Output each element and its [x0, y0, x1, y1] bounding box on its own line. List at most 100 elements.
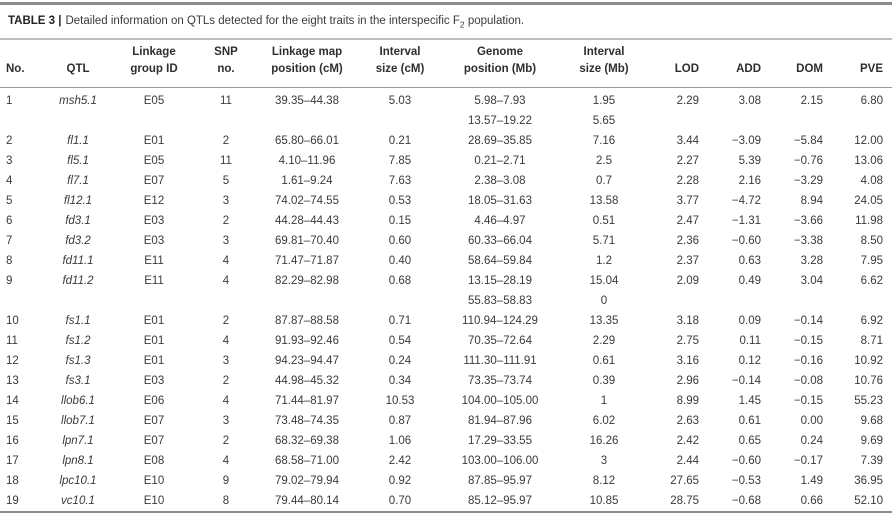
cell-dom	[766, 291, 828, 311]
cell-lod: 28.75	[670, 495, 699, 507]
cell-icm	[352, 291, 448, 311]
table-row: 2 fl1.1 E01 2 65.80–66.01 0.21 28.69–35.85 7.16…	[0, 131, 892, 151]
table-row: 16 lpn7.1 E07 2 68.32–69.38 1.06 17.29–33.55 16…	[0, 431, 892, 451]
cell-add: 0.61	[738, 415, 761, 427]
cell-qtl: fs1.2	[65, 335, 91, 347]
cell-qtl: fl5.1	[67, 155, 89, 167]
col-header-snp-no: SNP no.	[190, 40, 262, 88]
cell-add: 0.11	[739, 335, 761, 347]
cell-icm: 5.03	[388, 95, 412, 107]
cell-add: −0.68	[731, 495, 761, 507]
cell-map: 94.23–94.47	[275, 355, 339, 367]
cell-icm: 0.40	[388, 255, 412, 267]
cell-snp: 2	[222, 135, 230, 147]
cell-no: 15	[6, 415, 19, 427]
table-row: 13 fs3.1 E03 2 44.98–45.32 0.34 73.35–73.74 0.3…	[0, 371, 892, 391]
cell-lod: 2.29	[676, 95, 699, 107]
cell-icm: 0.34	[388, 375, 412, 387]
cell-dom: 0.66	[800, 495, 823, 507]
cell-qtl: lpn7.1	[62, 435, 94, 447]
cell-map: 79.02–79.94	[275, 475, 339, 487]
cell-qtl: fd3.1	[65, 215, 91, 227]
cell-add: −0.60	[731, 235, 761, 247]
cell-pve: 7.95	[860, 255, 883, 267]
cell-no: 19	[6, 495, 19, 507]
cell-pve: 55.23	[854, 395, 883, 407]
cell-imb: 0	[600, 295, 608, 307]
cell-no	[0, 111, 38, 131]
cell-icm: 7.85	[388, 155, 412, 167]
cell-imb: 5.65	[592, 115, 616, 127]
cell-no: 2	[6, 135, 13, 147]
cell-imb: 2.5	[596, 155, 612, 167]
col-header-qtl: QTL	[38, 40, 118, 88]
cell-snp: 4	[222, 255, 230, 267]
col-header-no: No.	[0, 40, 38, 88]
cell-snp: 3	[222, 235, 230, 247]
cell-qtl: fs3.1	[65, 375, 91, 387]
cell-qtl: msh5.1	[59, 95, 97, 107]
col-header-linkage-group: Linkage group ID	[118, 40, 190, 88]
table-row: 9 fd11.2 E11 4 82.29–82.98 0.68 13.15–28.19 15.…	[0, 271, 892, 291]
cell-imb: 16.26	[589, 435, 619, 447]
cell-gen: 70.35–72.64	[468, 335, 532, 347]
cell-lod	[656, 291, 704, 311]
cell-map: 71.47–71.87	[275, 255, 339, 267]
cell-dom: 1.49	[800, 475, 823, 487]
cell-pve: 4.08	[860, 175, 883, 187]
cell-map: 4.10–11.96	[278, 155, 336, 167]
cell-add: 0.12	[738, 355, 761, 367]
table-row: 4 fl7.1 E07 5 1.61–9.24 7.63 2.38–3.08 0.7 2.28 2…	[0, 171, 892, 191]
cell-snp: 4	[222, 395, 230, 407]
cell-lg: E03	[143, 375, 165, 387]
cell-lod: 27.65	[670, 475, 699, 487]
cell-add: 5.39	[738, 155, 761, 167]
cell-lg	[118, 291, 190, 311]
cell-snp: 8	[222, 495, 230, 507]
cell-lg: E07	[143, 175, 165, 187]
table-caption-text: Detailed information on QTLs detected fo…	[65, 15, 460, 27]
cell-gen: 81.94–87.96	[468, 415, 532, 427]
cell-gen: 111.30–111.91	[463, 355, 537, 367]
cell-gen: 60.33–66.04	[468, 235, 532, 247]
table-row: 3 fl5.1 E05 11 4.10–11.96 7.85 0.21–2.71 2.5 2.2…	[0, 151, 892, 171]
col-header-linkage-map-position: Linkage map position (cM)	[262, 40, 352, 88]
cell-dom: 0.00	[800, 415, 823, 427]
cell-no: 9	[6, 275, 13, 287]
table-row: 8 fd11.1 E11 4 71.47–71.87 0.40 58.64–59.84 1.2…	[0, 251, 892, 271]
table-row: 6 fd3.1 E03 2 44.28–44.43 0.15 4.46–4.97 0.51 2.…	[0, 211, 892, 231]
cell-pve: 8.50	[860, 235, 883, 247]
cell-no	[0, 291, 38, 311]
table-row-continuation: 55.83–58.83 0	[0, 291, 892, 311]
cell-imb: 15.04	[589, 275, 619, 287]
cell-icm: 0.54	[388, 335, 412, 347]
cell-qtl: fl12.1	[63, 195, 93, 207]
table-row: 15 llob7.1 E07 3 73.48–74.35 0.87 81.94–87.96 6…	[0, 411, 892, 431]
table-body: 1 msh5.1 E05 11 39.35–44.38 5.03 5.98–7.93 1.95…	[0, 88, 892, 513]
cell-icm: 0.21	[388, 135, 412, 147]
cell-pve: 12.00	[854, 135, 883, 147]
cell-map: 44.28–44.43	[275, 215, 339, 227]
cell-lod	[656, 111, 704, 131]
cell-add: 0.09	[738, 315, 761, 327]
cell-lg: E10	[143, 495, 165, 507]
cell-snp: 4	[222, 275, 230, 287]
cell-qtl: llob7.1	[61, 415, 95, 427]
cell-pve: 24.05	[854, 195, 883, 207]
cell-qtl: llob6.1	[61, 395, 95, 407]
cell-lod: 2.63	[676, 415, 699, 427]
cell-lg: E06	[143, 395, 165, 407]
cell-dom: 3.04	[800, 275, 823, 287]
cell-add: 0.49	[738, 275, 761, 287]
cell-lg: E12	[143, 195, 165, 207]
cell-map: 91.93–92.46	[275, 335, 339, 347]
cell-pve	[828, 111, 892, 131]
cell-add	[704, 291, 766, 311]
cell-imb: 0.7	[596, 175, 612, 187]
cell-imb: 5.71	[592, 235, 616, 247]
cell-icm: 10.53	[385, 395, 415, 407]
cell-dom: −3.38	[793, 235, 823, 247]
cell-add: −1.31	[731, 215, 761, 227]
cell-icm	[352, 111, 448, 131]
table-row-continuation: 13.57–19.22 5.65	[0, 111, 892, 131]
